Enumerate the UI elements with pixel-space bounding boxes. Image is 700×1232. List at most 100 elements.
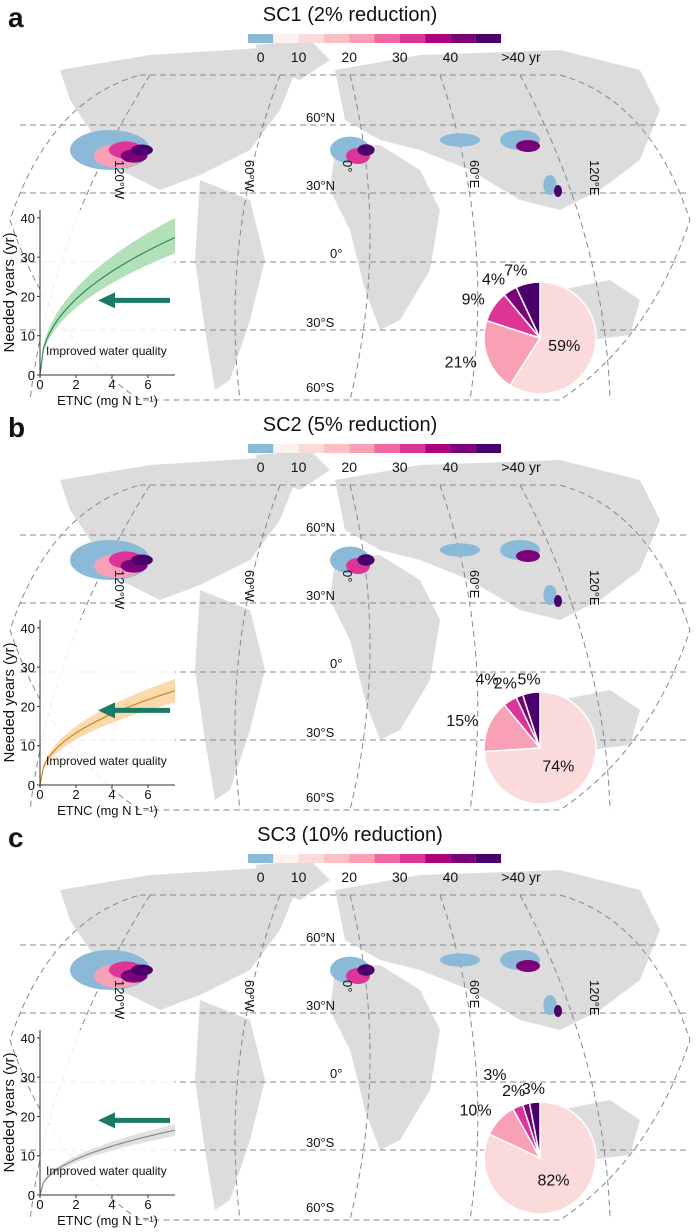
mean-curve <box>39 690 176 786</box>
latitude-label: 30°N <box>306 588 335 603</box>
colorbar: 0 10 20 30 40 >40 yr <box>248 854 541 885</box>
x-axis-label: ETNC (mg N L⁻¹) <box>57 803 158 818</box>
arrow-head <box>98 1112 115 1129</box>
pie-slice <box>508 281 597 395</box>
x-tick-label: 4 <box>108 787 115 802</box>
colorbar-swatch <box>298 444 324 453</box>
y-tick-label: 0 <box>28 778 35 793</box>
colorbar: 0 10 20 30 40 >40 yr <box>248 444 541 475</box>
longitude-gridline <box>349 484 371 811</box>
longitude-label: 0° <box>340 980 355 992</box>
basin-patch <box>357 964 375 976</box>
y-tick-label: 10 <box>21 1149 35 1164</box>
pie-slice <box>515 281 541 339</box>
pie-label: 15% <box>446 713 478 730</box>
basin-patch <box>516 550 540 562</box>
pie-chart: 59% 7%4% 9% 21% <box>445 262 597 395</box>
colorbar-tick-label: 40 <box>443 869 459 885</box>
pie-label: 2% <box>494 676 517 693</box>
basin-patch <box>554 185 562 197</box>
x-tick-label: 6 <box>144 377 151 392</box>
land-mass <box>330 145 440 330</box>
pie-label: 7% <box>504 262 527 279</box>
land-mass <box>195 180 265 390</box>
longitude-label: 60°W <box>242 570 257 603</box>
pie-label: 5% <box>517 671 540 688</box>
y-axis-label: Needed years (yr) <box>1 1052 18 1172</box>
colorbar-swatch <box>425 854 451 863</box>
pie-label: 3% <box>483 1067 506 1084</box>
longitude-gridline <box>439 894 479 1221</box>
basin-patch <box>131 554 153 566</box>
colorbar-tick-label: 0 <box>257 869 265 885</box>
y-axis-label: Needed years (yr) <box>1 642 18 762</box>
basin-patch <box>543 585 557 605</box>
longitude-label: 60°E <box>467 980 482 1009</box>
longitude-gridline <box>349 894 371 1221</box>
colorbar-swatch <box>248 444 274 453</box>
latitude-label: 60°S <box>306 790 335 805</box>
confidence-band <box>40 678 175 785</box>
colorbar-swatch <box>399 34 426 43</box>
x-tick-label: 2 <box>72 377 79 392</box>
panel-svg: 60°N 30°N 0° 30°S 60°S 120°W 60°W 0° 60°E 120°E 0 1… <box>1 854 691 1228</box>
colorbar-swatch <box>323 854 350 863</box>
colorbar-swatch <box>273 34 299 43</box>
y-axis-label: Needed years (yr) <box>1 232 18 352</box>
pie-slice <box>483 703 542 753</box>
colorbar-swatch <box>248 854 274 863</box>
pie-slice <box>483 319 542 387</box>
mean-curve <box>39 236 176 376</box>
panel-svg: 60°N 30°N 0° 30°S 60°S 120°W 60°W 0° 60°E 120°E 0 1… <box>1 444 691 818</box>
longitude-gridline <box>234 894 281 1221</box>
latitude-label: 60°N <box>306 110 335 125</box>
basin-patch <box>440 953 480 967</box>
longitude-gridline <box>439 74 479 401</box>
pie-label: 9% <box>462 291 485 308</box>
colorbar-tick-label: 40 <box>443 459 459 475</box>
colorbar-swatch <box>450 444 476 453</box>
basin-patch <box>554 1005 562 1017</box>
colorbar-swatch <box>399 444 426 453</box>
latitude-label: 0° <box>330 1066 342 1081</box>
longitude-label: 120°E <box>587 160 602 196</box>
y-tick-label: 30 <box>21 660 35 675</box>
latitude-label: 0° <box>330 246 342 261</box>
latitude-label: 60°S <box>306 1200 335 1215</box>
colorbar-tick-label: 0 <box>257 459 265 475</box>
y-tick-label: 30 <box>21 250 35 265</box>
colorbar-swatch <box>475 444 501 453</box>
pie-chart: 82% 3%2%3% 10% <box>460 1067 597 1215</box>
panel-letter: a <box>8 2 24 33</box>
basin-patch <box>516 960 540 972</box>
colorbar-swatch <box>374 34 400 43</box>
pie-label: 59% <box>548 338 580 355</box>
panel-c: c SC3 (10% reduction) 60°N 30°N 0° 30°S 60°S… <box>0 820 700 1230</box>
longitude-gridline <box>234 74 281 401</box>
inset-chart: 0 2 4 6 0 10 20 30 40 ETNC (mg N L⁻¹) Needed years… <box>1 210 176 408</box>
x-axis-label: ETNC (mg N L⁻¹) <box>57 393 158 408</box>
longitude-gridline <box>349 74 371 401</box>
confidence-band <box>40 1124 175 1195</box>
colorbar-swatch <box>425 444 451 453</box>
y-tick-label: 40 <box>21 1031 35 1046</box>
longitude-label: 120°W <box>112 570 127 610</box>
land-mass <box>335 460 660 620</box>
colorbar-tick-label: 30 <box>392 869 408 885</box>
colorbar-tick-label: 20 <box>341 459 357 475</box>
x-tick-label: 0 <box>36 377 43 392</box>
inset-chart: 0 2 4 6 0 10 20 30 40 ETNC (mg N L⁻¹) Needed years… <box>1 620 176 818</box>
pie-slice <box>528 1101 541 1159</box>
longitude-label: 120°E <box>587 980 602 1016</box>
pie-chart: 74% 5%2%4% 15% <box>446 671 597 805</box>
x-tick-label: 6 <box>144 787 151 802</box>
colorbar-swatch <box>374 854 400 863</box>
colorbar-swatch <box>450 34 476 43</box>
basin-patch <box>440 543 480 557</box>
x-tick-label: 4 <box>108 377 115 392</box>
x-tick-label: 0 <box>36 787 43 802</box>
longitude-label: 0° <box>340 160 355 172</box>
panel-svg: 60°N 30°N 0° 30°S 60°S 120°W 60°W 0° 60°E 120°E 0 1… <box>1 34 691 408</box>
latitude-label: 30°S <box>306 1135 335 1150</box>
y-tick-label: 10 <box>21 739 35 754</box>
